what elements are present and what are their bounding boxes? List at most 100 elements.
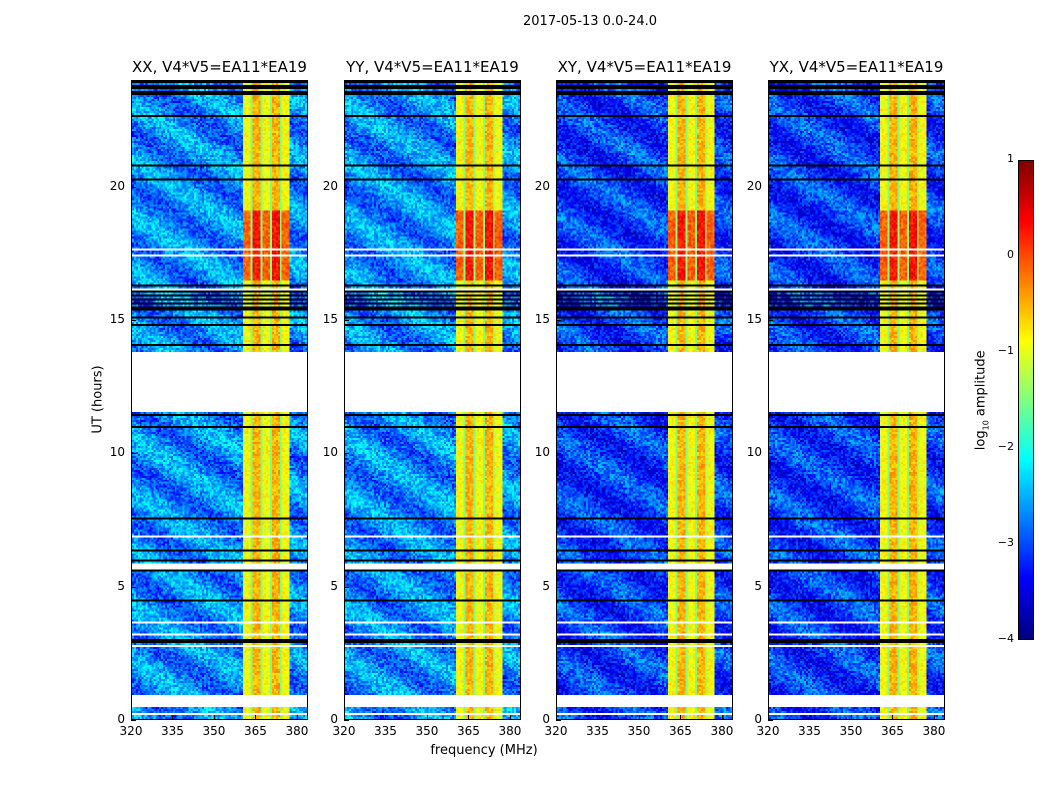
x-tick (892, 715, 894, 720)
y-tick-label: 15 (322, 312, 338, 326)
y-tick (131, 586, 136, 588)
x-tick (172, 715, 174, 720)
heatmap-image (769, 81, 944, 719)
y-tick-label: 10 (746, 445, 762, 460)
y-tick (131, 720, 136, 721)
colorbar-tick-label: 1 (1007, 152, 1014, 165)
x-tick-label: 380 (922, 724, 946, 738)
y-tick (556, 186, 561, 188)
x-tick-label: 365 (669, 724, 692, 738)
x-tick (426, 715, 428, 720)
heatmap-image (132, 81, 307, 719)
y-tick-label: 20 (534, 178, 550, 193)
x-tick-label: 380 (498, 724, 522, 738)
y-tick-label: 5 (754, 578, 762, 593)
x-tick (509, 715, 511, 720)
y-tick-label: 10 (534, 445, 550, 460)
x-tick (680, 715, 682, 720)
heatmap-panel-yx (768, 80, 945, 720)
heatmap-panel-xx (131, 80, 308, 720)
x-tick (597, 715, 599, 720)
y-tick (344, 586, 349, 588)
heatmap-panel-xy (556, 80, 733, 720)
y-tick-label: 20 (322, 178, 338, 193)
x-tick (468, 715, 470, 720)
y-tick-label: 0 (330, 712, 338, 726)
x-tick-label: 380 (285, 724, 309, 738)
y-tick (344, 453, 349, 455)
y-axis-label: UT (hours) (90, 365, 106, 434)
x-axis-label: frequency (MHz) (430, 743, 538, 758)
figure-title: 2017-05-13 0.0-24.0 (523, 14, 657, 29)
y-tick (768, 186, 773, 188)
colorbar-tick-label: 0 (1007, 248, 1014, 261)
x-tick (296, 715, 298, 720)
y-tick (768, 586, 773, 588)
x-tick-label: 335 (374, 724, 397, 738)
y-tick (556, 320, 561, 321)
x-tick (131, 715, 132, 720)
x-tick (809, 715, 811, 720)
y-tick-label: 0 (117, 712, 125, 726)
panel-title: YY, V4*V5=EA11*EA19 (346, 58, 519, 76)
x-tick-label: 320 (119, 724, 143, 738)
y-tick-label: 15 (746, 312, 762, 326)
x-tick-label: 335 (586, 724, 609, 738)
x-tick (638, 715, 640, 720)
heatmap-image (557, 81, 732, 719)
x-tick (721, 715, 723, 720)
colorbar-tick-label: −2 (997, 440, 1014, 453)
y-tick (768, 720, 773, 721)
y-tick-label: 20 (109, 178, 125, 193)
heatmap-image (345, 81, 520, 719)
x-tick (556, 715, 557, 720)
y-tick-label: 20 (746, 178, 762, 193)
y-tick (768, 320, 773, 321)
x-tick (385, 715, 387, 720)
x-tick-label: 350 (839, 724, 863, 738)
y-tick-label: 5 (330, 578, 338, 593)
y-tick-label: 5 (542, 578, 550, 593)
colorbar-tick-label: −3 (997, 536, 1014, 549)
x-tick-label: 365 (457, 724, 480, 738)
x-tick-label: 320 (332, 724, 356, 738)
x-tick (255, 715, 257, 720)
panel-title: XX, V4*V5=EA11*EA19 (132, 58, 307, 76)
y-tick (131, 186, 136, 188)
x-tick-label: 320 (544, 724, 568, 738)
y-tick (131, 453, 136, 455)
y-tick (344, 320, 349, 321)
x-tick (344, 715, 345, 720)
x-tick-label: 350 (415, 724, 439, 738)
heatmap-panel-yy (344, 80, 521, 720)
y-tick (768, 453, 773, 455)
x-tick (213, 715, 215, 720)
y-tick (556, 720, 561, 721)
panel-title: YX, V4*V5=EA11*EA19 (769, 58, 944, 76)
y-tick-label: 15 (109, 312, 125, 326)
y-tick (556, 453, 561, 455)
y-tick (344, 186, 349, 188)
x-tick-label: 350 (202, 724, 226, 738)
x-tick-label: 365 (881, 724, 904, 738)
x-tick-label: 320 (756, 724, 780, 738)
colorbar-tick-label: −1 (997, 344, 1014, 357)
y-tick-label: 5 (117, 578, 125, 593)
x-tick-label: 335 (161, 724, 184, 738)
y-tick-label: 10 (322, 445, 338, 460)
colorbar-tick-label: −4 (997, 632, 1014, 645)
x-tick (933, 715, 935, 720)
y-tick (131, 320, 136, 321)
y-tick-label: 10 (109, 445, 125, 460)
panel-title: XY, V4*V5=EA11*EA19 (557, 58, 732, 76)
y-tick-label: 0 (542, 712, 550, 726)
colorbar (1018, 160, 1034, 640)
y-tick (344, 720, 349, 721)
x-tick-label: 335 (798, 724, 821, 738)
y-tick (556, 586, 561, 588)
x-tick-label: 380 (710, 724, 734, 738)
y-tick-label: 15 (534, 312, 550, 326)
x-tick-label: 365 (244, 724, 267, 738)
x-tick (850, 715, 852, 720)
x-tick-label: 350 (627, 724, 651, 738)
